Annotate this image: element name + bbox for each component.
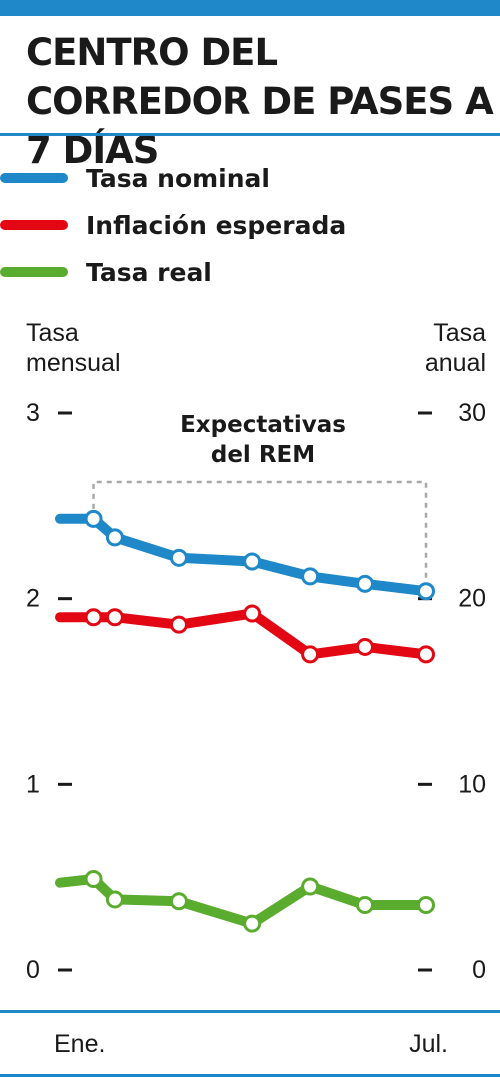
footer-rule bbox=[0, 1074, 500, 1077]
left-tick-label: 3 bbox=[26, 399, 40, 427]
left-tick-label: 0 bbox=[26, 956, 40, 984]
right-tick-label: 30 bbox=[458, 399, 486, 427]
series-1-point bbox=[169, 615, 188, 634]
right-tick-label: 0 bbox=[472, 956, 486, 984]
legend-item-inflation: Inflación esperada bbox=[0, 207, 346, 243]
title-divider bbox=[0, 133, 500, 136]
legend-label-real: Tasa real bbox=[86, 257, 212, 287]
legend-swatch-real bbox=[0, 267, 68, 277]
left-tick-label: 2 bbox=[26, 585, 40, 613]
legend-swatch-nominal bbox=[0, 173, 68, 183]
left-tick-label: 1 bbox=[26, 770, 40, 798]
top-accent-bar bbox=[0, 0, 500, 16]
rem-bracket bbox=[92, 480, 428, 582]
x-label-end: Jul. bbox=[409, 1030, 448, 1058]
series-1-point bbox=[356, 637, 374, 656]
series-0-point bbox=[169, 548, 188, 567]
right-tick-label: 20 bbox=[458, 585, 486, 613]
series-1-point bbox=[301, 645, 320, 664]
series-0-point bbox=[356, 574, 374, 593]
series-2-point bbox=[105, 890, 124, 909]
series-2-point bbox=[169, 892, 188, 911]
series-0-point bbox=[84, 509, 103, 528]
series-0-point bbox=[417, 582, 435, 601]
legend-swatch-inflation bbox=[0, 220, 68, 230]
series-1-point bbox=[105, 608, 124, 627]
series-1-point bbox=[417, 645, 435, 664]
series-2-point bbox=[417, 896, 435, 915]
bottom-divider bbox=[0, 1010, 500, 1013]
series-0-point bbox=[243, 552, 262, 571]
legend-item-real: Tasa real bbox=[0, 254, 212, 290]
left-axis-caption: Tasa mensual bbox=[26, 319, 121, 377]
right-tick-label: 10 bbox=[458, 770, 486, 798]
x-label-start: Ene. bbox=[54, 1030, 106, 1058]
annotation-line-2: del REM bbox=[211, 442, 315, 468]
annotation-line-1: Expectativas bbox=[180, 412, 346, 438]
chart-title: CENTRO DEL CORREDOR DE PASES A 7 DÍAS bbox=[26, 31, 494, 172]
series-0-point bbox=[301, 567, 320, 586]
series-1-point bbox=[84, 608, 103, 627]
right-axis-caption: Tasa anual bbox=[424, 319, 486, 377]
series-0-point bbox=[105, 528, 124, 547]
legend-label-nominal: Tasa nominal bbox=[86, 163, 270, 193]
series-2-point bbox=[243, 914, 262, 933]
series-2-point bbox=[301, 877, 320, 896]
series-2-point bbox=[84, 870, 103, 889]
series-1-point bbox=[243, 604, 262, 623]
legend-item-nominal: Tasa nominal bbox=[0, 160, 270, 196]
legend-label-inflation: Inflación esperada bbox=[86, 210, 347, 240]
series-2-point bbox=[356, 896, 374, 915]
